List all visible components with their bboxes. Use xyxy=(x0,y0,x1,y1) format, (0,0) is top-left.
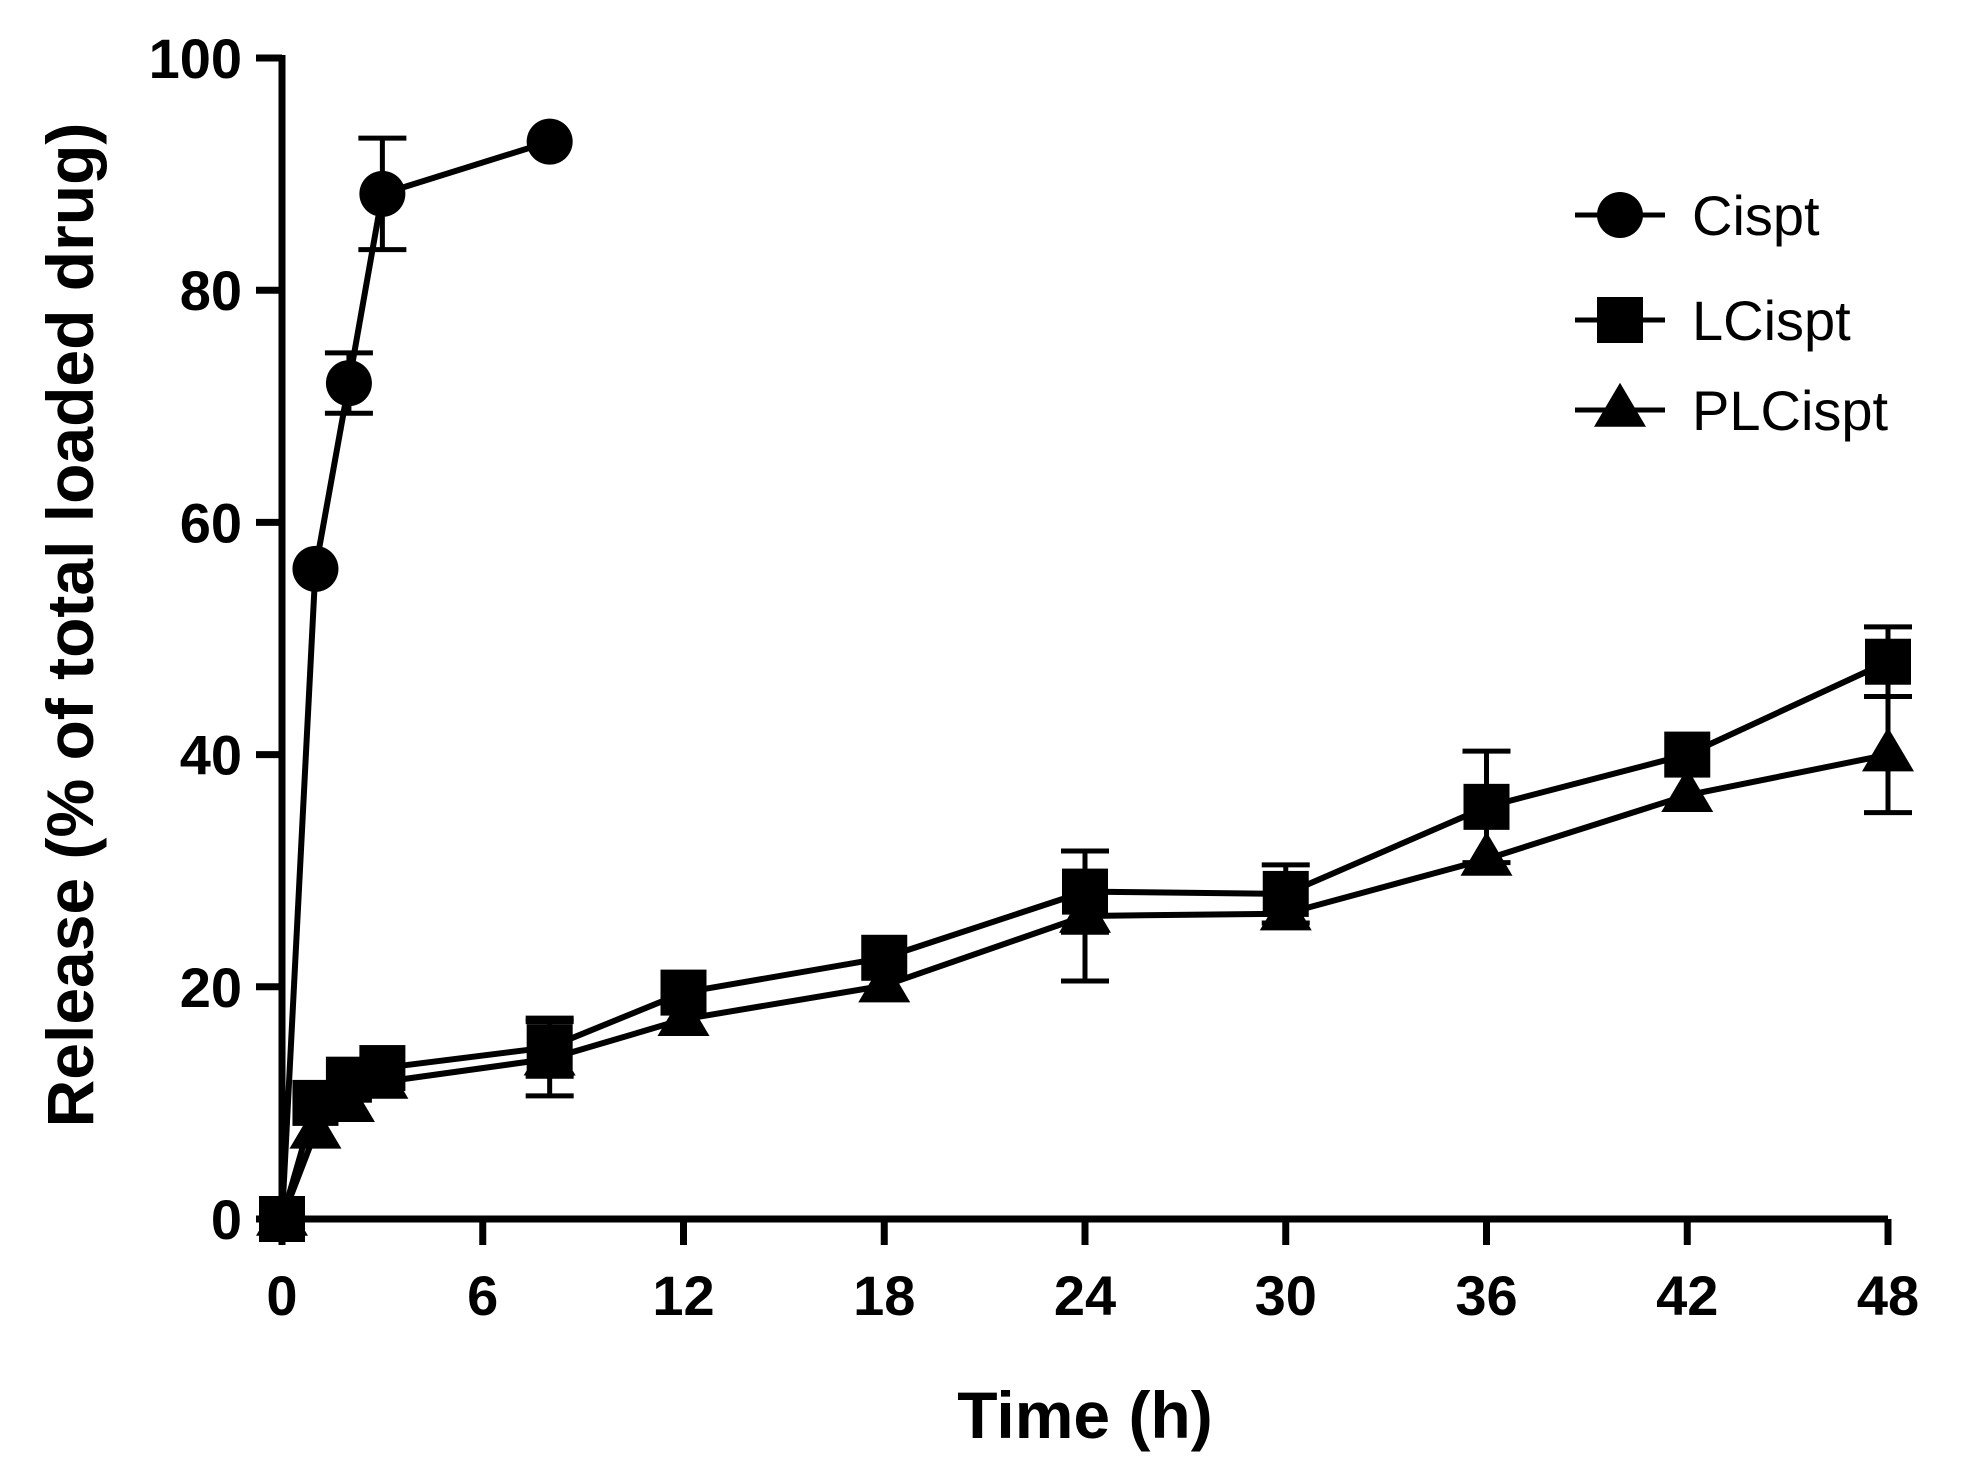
x-tick-label: 18 xyxy=(853,1264,915,1327)
series-line-cispt xyxy=(279,138,551,1220)
y-tick-label: 100 xyxy=(149,27,242,90)
data-point-plcispt xyxy=(356,1054,409,1099)
legend-label: Cispt xyxy=(1692,184,1820,247)
x-tick-label: 42 xyxy=(1656,1264,1718,1327)
x-tick-label: 0 xyxy=(266,1264,297,1327)
legend-item-lcispt: LCispt xyxy=(1575,289,1851,352)
x-axis-title: Time (h) xyxy=(957,1378,1212,1452)
data-point-plcispt xyxy=(1059,888,1111,933)
legend-item-plcispt: PLCispt xyxy=(1575,379,1889,442)
data-point-cispt xyxy=(325,360,372,407)
legend-label: LCispt xyxy=(1692,289,1851,352)
data-point-plcispt xyxy=(1259,886,1312,931)
y-tick-label: 20 xyxy=(180,956,242,1019)
data-point-plcispt xyxy=(523,1031,576,1076)
x-tick-label: 6 xyxy=(467,1264,498,1327)
data-point-cispt xyxy=(292,545,339,592)
x-tick-label: 36 xyxy=(1455,1264,1517,1327)
data-point-plcispt xyxy=(858,958,911,1003)
legend-marker-circle xyxy=(1597,192,1643,238)
x-tick-label: 48 xyxy=(1857,1264,1919,1327)
data-point-plcispt xyxy=(1661,767,1714,812)
data-point-plcispt xyxy=(289,1104,342,1149)
data-point-plcispt xyxy=(1460,831,1513,876)
y-tick-label: 0 xyxy=(211,1188,242,1251)
legend: Cispt LCispt PLCispt xyxy=(1575,184,1889,442)
x-tick-label: 24 xyxy=(1054,1264,1116,1327)
data-point-plcispt xyxy=(1862,727,1914,772)
data-point-cispt xyxy=(526,118,573,165)
data-point-lcispt xyxy=(1463,783,1510,830)
y-tick-label: 80 xyxy=(180,259,242,322)
x-tick-label: 30 xyxy=(1255,1264,1317,1327)
series-line-plcispt xyxy=(279,751,1889,1221)
legend-marker-triangle xyxy=(1594,382,1646,427)
data-point-plcispt xyxy=(256,1191,308,1236)
series-layer xyxy=(256,118,1914,1242)
series-plcispt xyxy=(256,694,1914,1236)
y-tick-label: 60 xyxy=(180,491,242,554)
data-point-lcispt xyxy=(1865,638,1911,685)
data-point-plcispt xyxy=(657,992,710,1037)
y-axis-title: Release (% of total loaded drug) xyxy=(33,123,107,1128)
legend-marker-square xyxy=(1597,297,1643,343)
legend-label: PLCispt xyxy=(1692,379,1889,442)
data-point-plcispt xyxy=(322,1077,375,1122)
y-tick-label: 40 xyxy=(180,724,242,787)
x-tick-label: 12 xyxy=(652,1264,714,1327)
legend-item-cispt: Cispt xyxy=(1575,184,1820,247)
data-point-cispt xyxy=(359,170,406,217)
axes: 0 6 12 18 24 30 36 42 48 0 20 40 60 80 100 xyxy=(149,27,1920,1327)
